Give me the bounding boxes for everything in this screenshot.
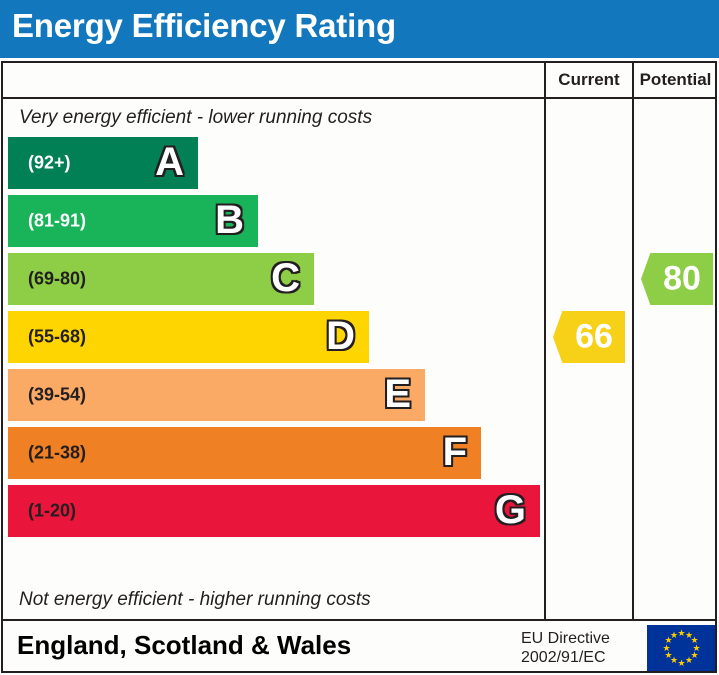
eu-directive-line1: EU Directive — [521, 630, 610, 647]
current-rating-arrow: 66 — [553, 311, 625, 363]
potential-rating-value: 80 — [663, 259, 701, 298]
eu-star-icon: ★ — [685, 629, 694, 640]
band-f-letter: F — [442, 430, 467, 475]
caption-not-efficient: Not energy efficient - higher running co… — [19, 589, 371, 610]
caption-very-efficient: Very energy efficient - lower running co… — [19, 107, 373, 128]
current-rating-value: 66 — [575, 317, 613, 356]
eu-star-icon: ★ — [690, 635, 699, 645]
band-c-range: (69-80) — [28, 268, 87, 289]
column-separator-current — [544, 99, 546, 619]
eu-star-icon: ★ — [690, 650, 699, 660]
band-a-letter: A — [155, 140, 184, 185]
footer-divider — [3, 619, 715, 621]
band-b-letter: B — [215, 198, 244, 243]
band-d: (55-68) D — [8, 311, 369, 363]
band-e-letter: E — [384, 372, 411, 417]
band-g-range: (1-20) — [28, 500, 77, 521]
band-g-letter: G — [494, 488, 526, 533]
column-header-potential: Potential — [632, 63, 717, 97]
column-header-row: Current Potential — [3, 63, 715, 99]
eu-star-icon: ★ — [664, 650, 673, 660]
column-separator-potential — [632, 99, 634, 619]
eu-star-icon: ★ — [670, 655, 679, 666]
page-title: Energy Efficiency Rating — [12, 7, 396, 44]
eu-star-icon: ★ — [670, 629, 679, 640]
band-b-range: (81-91) — [28, 210, 87, 231]
eu-directive-text: EU Directive 2002/91/EC — [521, 629, 610, 667]
eu-star-icon: ★ — [662, 642, 671, 653]
footer: England, Scotland & Wales EU Directive 2… — [3, 621, 715, 673]
band-d-letter: D — [326, 314, 355, 359]
band-f-range: (21-38) — [28, 442, 87, 463]
band-b: (81-91) B — [8, 195, 258, 247]
band-e-range: (39-54) — [28, 384, 87, 405]
potential-rating-arrow: 80 — [641, 253, 713, 305]
eu-star-icon: ★ — [677, 627, 686, 638]
footer-region-label: England, Scotland & Wales — [17, 630, 352, 660]
eu-star-icon: ★ — [664, 635, 673, 645]
eu-flag-icon: ★ ★ ★ ★ ★ ★ ★ ★ ★ ★ ★ ★ — [647, 625, 715, 671]
band-g: (1-20) G — [8, 485, 540, 537]
band-d-range: (55-68) — [28, 326, 87, 347]
eu-star-icon: ★ — [677, 657, 686, 668]
band-f: (21-38) F — [8, 427, 481, 479]
column-header-current: Current — [544, 63, 632, 97]
band-e: (39-54) E — [8, 369, 425, 421]
band-c-letter: C — [271, 256, 300, 301]
band-c: (69-80) C — [8, 253, 314, 305]
eu-star-icon: ★ — [692, 642, 701, 653]
title-bar: Energy Efficiency Rating — [0, 0, 719, 58]
band-a-range: (92+) — [28, 152, 71, 173]
eu-directive-line2: 2002/91/EC — [521, 649, 606, 666]
chart-frame: Current Potential Very energy efficient … — [1, 61, 717, 673]
band-a: (92+) A — [8, 137, 198, 189]
eu-star-icon: ★ — [685, 655, 694, 666]
